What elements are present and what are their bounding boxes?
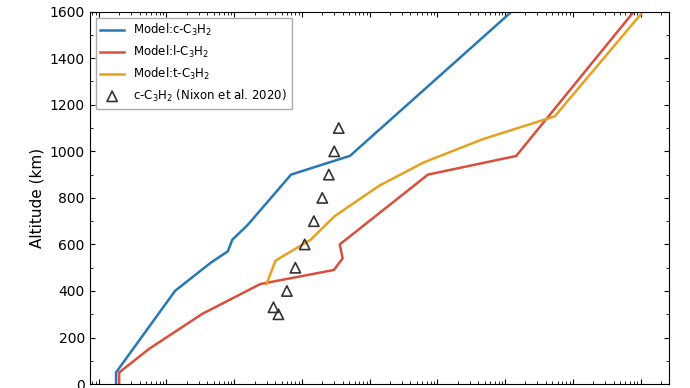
c-C$_3$H$_2$ (Nixon et al. 2020) (317, 195, 328, 201)
c-C$_3$H$_2$ (Nixon et al. 2020) (299, 241, 310, 248)
Y-axis label: Altitude (km): Altitude (km) (29, 148, 44, 248)
c-C$_3$H$_2$ (Nixon et al. 2020) (268, 304, 279, 310)
Model:c-C$_3$H$_2$ (150, 317, 159, 322)
Model:c-C$_3$H$_2$ (507, 9, 515, 14)
Model:l-C$_3$H$_2$ (115, 382, 124, 386)
Model:c-C$_3$H$_2$ (500, 17, 508, 21)
Model:l-C$_3$H$_2$ (624, 17, 632, 21)
Model:t-C$_3$H$_2$ (599, 57, 607, 61)
Model:c-C$_3$H$_2$ (244, 223, 252, 227)
Model:c-C$_3$H$_2$ (228, 239, 236, 244)
c-C$_3$H$_2$ (Nixon et al. 2020) (273, 311, 284, 317)
c-C$_3$H$_2$ (Nixon et al. 2020) (308, 218, 319, 224)
c-C$_3$H$_2$ (Nixon et al. 2020) (328, 148, 339, 154)
Line: Model:l-C$_3$H$_2$: Model:l-C$_3$H$_2$ (119, 12, 634, 384)
c-C$_3$H$_2$ (Nixon et al. 2020) (324, 171, 335, 178)
Legend: Model:c-C$_3$H$_2$, Model:l-C$_3$H$_2$, Model:t-C$_3$H$_2$, c-C$_3$H$_2$ (Nixon : Model:c-C$_3$H$_2$, Model:l-C$_3$H$_2$, … (96, 17, 292, 109)
Model:l-C$_3$H$_2$ (189, 317, 197, 322)
Model:t-C$_3$H$_2$ (304, 239, 313, 244)
Model:t-C$_3$H$_2$ (322, 223, 330, 227)
Model:t-C$_3$H$_2$ (633, 17, 641, 21)
c-C$_3$H$_2$ (Nixon et al. 2020) (282, 288, 293, 294)
Line: Model:t-C$_3$H$_2$: Model:t-C$_3$H$_2$ (266, 12, 643, 284)
Model:c-C$_3$H$_2$ (454, 57, 462, 61)
Model:t-C$_3$H$_2$ (639, 9, 647, 14)
Model:l-C$_3$H$_2$ (339, 239, 348, 244)
Model:l-C$_3$H$_2$ (156, 340, 164, 344)
Model:c-C$_3$H$_2$ (134, 340, 142, 344)
c-C$_3$H$_2$ (Nixon et al. 2020) (333, 125, 344, 131)
Model:l-C$_3$H$_2$ (360, 223, 368, 227)
c-C$_3$H$_2$ (Nixon et al. 2020) (290, 265, 301, 271)
Line: Model:c-C$_3$H$_2$: Model:c-C$_3$H$_2$ (116, 12, 511, 384)
Model:l-C$_3$H$_2$ (630, 9, 638, 14)
Model:l-C$_3$H$_2$ (591, 57, 600, 61)
Model:c-C$_3$H$_2$ (112, 382, 120, 386)
